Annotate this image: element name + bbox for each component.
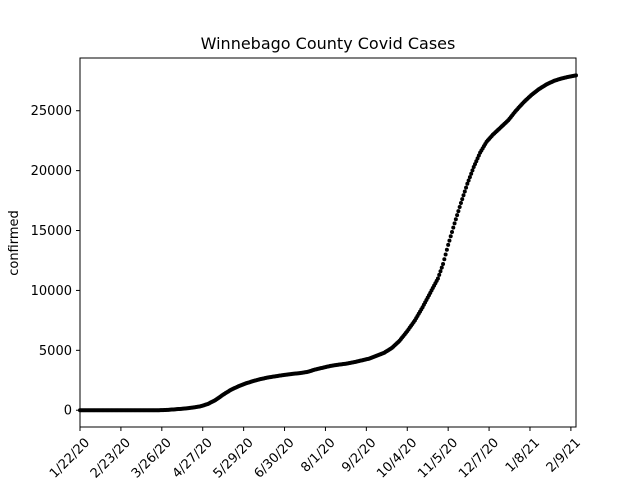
y-axis-ticks: 0 5000 10000 15000 20000 25000 <box>31 104 80 419</box>
y-tick-label: 10000 <box>31 284 72 299</box>
data-point <box>441 262 446 267</box>
y-tick-label: 15000 <box>31 224 72 239</box>
data-point <box>458 200 463 205</box>
data-point <box>439 265 444 270</box>
data-point <box>438 269 443 274</box>
y-tick-label: 0 <box>64 404 72 419</box>
data-point <box>452 221 457 226</box>
data-point <box>446 242 451 247</box>
y-tick-label: 20000 <box>31 164 72 179</box>
data-point <box>450 229 454 234</box>
data-point <box>448 234 453 239</box>
data-point <box>466 178 471 183</box>
y-axis-label: confirmed <box>7 210 22 276</box>
data-point <box>453 217 458 222</box>
data-point <box>451 225 456 230</box>
data-points <box>78 73 578 413</box>
data-point <box>456 209 461 214</box>
data-point <box>437 272 442 277</box>
data-point <box>462 189 467 194</box>
data-point <box>465 181 470 186</box>
data-point <box>457 205 462 210</box>
data-point <box>460 197 465 202</box>
data-point <box>464 185 469 190</box>
data-point <box>447 238 452 243</box>
data-point <box>469 171 474 176</box>
plot-frame <box>79 57 577 428</box>
data-point <box>470 168 475 173</box>
data-point <box>467 175 472 180</box>
data-point <box>461 193 466 198</box>
y-tick-label: 5000 <box>39 344 72 359</box>
data-point <box>442 257 447 262</box>
data-point <box>443 252 448 257</box>
y-tick-label: 25000 <box>31 104 72 119</box>
data-point <box>444 247 449 252</box>
data-point <box>455 213 460 218</box>
data-point <box>435 276 440 281</box>
chart-title: Winnebago County Covid Cases <box>201 34 456 53</box>
